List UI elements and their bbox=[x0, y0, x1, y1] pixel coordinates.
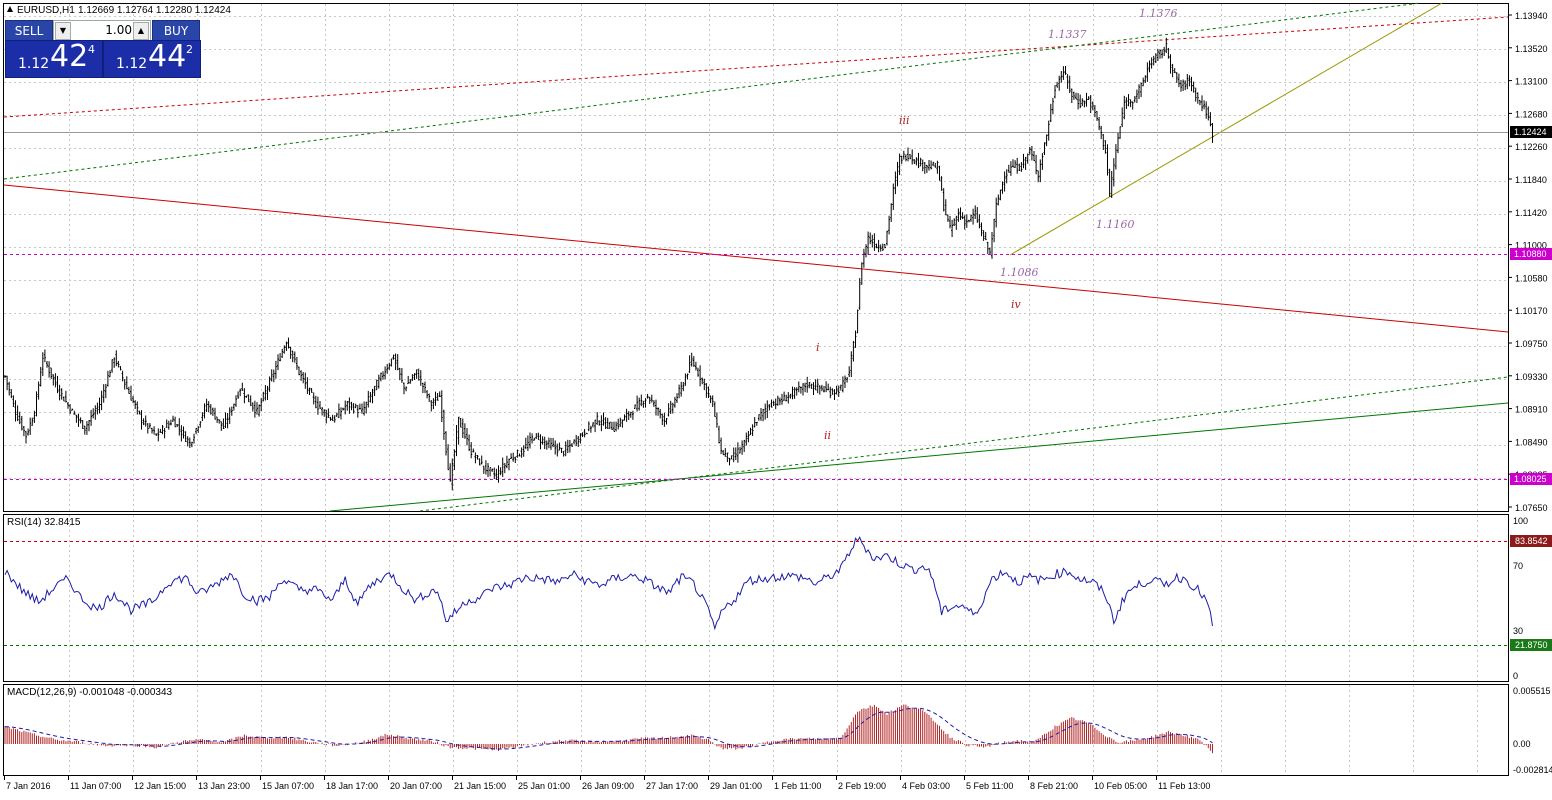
time-tick-label: 2 Feb 19:00 bbox=[838, 781, 886, 791]
buy-button[interactable]: BUY bbox=[152, 20, 200, 42]
wave-label-iv: iv bbox=[1011, 298, 1022, 311]
time-tick-label: 18 Jan 17:00 bbox=[326, 781, 378, 791]
price-series bbox=[4, 37, 1214, 491]
time-tick-label: 12 Jan 15:00 bbox=[134, 781, 186, 791]
sell-price-prefix: 1.12 bbox=[18, 56, 50, 72]
trendline-red-solid bbox=[3, 184, 1509, 333]
rsi-tick-100: 100 bbox=[1513, 516, 1528, 526]
time-tick-label: 7 Jan 2016 bbox=[6, 781, 51, 791]
chart-ohlc-label: 1.12669 1.12764 1.12280 1.12424 bbox=[78, 5, 231, 16]
collapse-triangle-icon[interactable] bbox=[7, 6, 13, 12]
macd-signal-line bbox=[5, 707, 1213, 750]
rsi-series bbox=[4, 536, 1213, 631]
time-axis: 7 Jan 2016 11 Jan 07:00 12 Jan 15:00 13 Jan… bbox=[4, 776, 1210, 791]
current-price-tag bbox=[1510, 126, 1552, 138]
price-tick-label: 1.09330 bbox=[1515, 372, 1548, 382]
buy-price-main: 44 bbox=[148, 39, 187, 74]
grid bbox=[4, 4, 1508, 775]
time-tick-label: 29 Jan 01:00 bbox=[710, 781, 762, 791]
time-tick-label: 15 Jan 07:00 bbox=[262, 781, 314, 791]
time-tick-label: 5 Feb 11:00 bbox=[966, 781, 1013, 791]
buy-price-box[interactable]: 1.12 44 2 bbox=[103, 39, 201, 78]
price-tick-label: 1.08490 bbox=[1515, 437, 1548, 447]
rsi-lower-tag bbox=[1510, 639, 1552, 651]
time-tick-label: 10 Feb 05:00 bbox=[1094, 781, 1147, 791]
time-tick-label: 11 Feb 13:00 bbox=[1158, 781, 1210, 791]
level-price-tag-2 bbox=[1510, 473, 1552, 485]
price-tick-label: 1.08910 bbox=[1515, 405, 1548, 415]
price-tick-label: 1.12680 bbox=[1515, 109, 1548, 119]
time-tick-label: 25 Jan 01:00 bbox=[518, 781, 570, 791]
macd-tick-top: 0.005515 bbox=[1513, 686, 1551, 696]
buy-price-prefix: 1.12 bbox=[116, 56, 148, 72]
volume-value[interactable]: 1.00 bbox=[105, 23, 132, 37]
rsi-title: RSI(14) 32.8415 bbox=[7, 517, 81, 528]
rsi-pane-frame bbox=[3, 514, 1509, 682]
wave-label-i: i bbox=[816, 341, 820, 354]
sell-price-box[interactable]: 1.12 42 4 bbox=[5, 39, 103, 78]
sell-price-main: 42 bbox=[50, 39, 89, 74]
price-tick-label: 1.11840 bbox=[1515, 175, 1547, 185]
time-tick-label: 8 Feb 21:00 bbox=[1030, 781, 1078, 791]
volume-down-arrow-icon[interactable]: ▼ bbox=[55, 22, 71, 40]
macd-tick-bottom: -0.002814 bbox=[1513, 765, 1552, 775]
price-tick-label: 1.12260 bbox=[1515, 142, 1548, 152]
time-tick-label: 26 Jan 09:00 bbox=[582, 781, 634, 791]
buy-price-pip: 2 bbox=[186, 43, 193, 56]
price-tick-label: 1.13940 bbox=[1515, 11, 1548, 21]
sell-button[interactable]: SELL bbox=[5, 20, 53, 42]
rsi-tick-0: 0 bbox=[1513, 671, 1518, 681]
time-tick-label: 20 Jan 07:00 bbox=[390, 781, 442, 791]
price-tick-label: 1.10580 bbox=[1515, 273, 1548, 283]
volume-up-arrow-icon[interactable]: ▲ bbox=[133, 22, 149, 40]
price-tick-label: 1.09750 bbox=[1515, 339, 1548, 349]
level-price-value-2: 1.08025 bbox=[1514, 474, 1547, 484]
time-tick-label: 1 Feb 11:00 bbox=[774, 781, 821, 791]
trendline-red-dotted bbox=[3, 16, 1509, 118]
level-price-value-1: 1.10880 bbox=[1514, 249, 1547, 259]
macd-pane-frame bbox=[3, 684, 1509, 776]
time-tick-label: 21 Jan 15:00 bbox=[454, 781, 506, 791]
price-label-3: 1.1160 bbox=[1096, 218, 1135, 231]
time-tick-label: 27 Jan 17:00 bbox=[646, 781, 698, 791]
macd-series bbox=[4, 704, 1213, 754]
rsi-upper-value: 83.8542 bbox=[1515, 536, 1548, 546]
one-click-trading-panel: SELL ▼ 1.00 ▲ BUY 1.12 42 4 1.12 44 2 bbox=[5, 20, 201, 78]
price-tick-label: 1.13520 bbox=[1515, 44, 1548, 54]
trendline-green-solid bbox=[329, 402, 1509, 512]
macd-title: MACD(12,26,9) -0.001048 -0.000343 bbox=[7, 687, 173, 698]
main-pane-frame bbox=[3, 3, 1509, 512]
rsi-tick-30: 30 bbox=[1513, 626, 1523, 636]
time-tick-label: 11 Jan 07:00 bbox=[70, 781, 121, 791]
rsi-tick-70: 70 bbox=[1513, 561, 1523, 571]
time-tick-label: 4 Feb 03:00 bbox=[902, 781, 950, 791]
current-price-value: 1.12424 bbox=[1514, 127, 1547, 137]
time-tick-label: 13 Jan 23:00 bbox=[198, 781, 250, 791]
price-label-1: 1.1337 bbox=[1048, 28, 1087, 41]
price-tick-label: 1.07650 bbox=[1515, 503, 1548, 513]
wave-label-ii: ii bbox=[824, 429, 831, 442]
sell-price-pip: 4 bbox=[88, 43, 95, 56]
price-axis: 1.13940 1.13520 1.13100 1.12680 1.12260 1.118… bbox=[1508, 11, 1548, 513]
price-tick-label: 1.10170 bbox=[1515, 306, 1548, 316]
price-label-2: 1.1376 bbox=[1139, 7, 1178, 20]
rsi-lower-value: 21.8750 bbox=[1515, 640, 1548, 650]
macd-tick-zero: 0.00 bbox=[1513, 739, 1531, 749]
price-tick-label: 1.11000 bbox=[1515, 241, 1547, 251]
price-tick-label: 1.13100 bbox=[1515, 77, 1548, 87]
trendline-green-dotted-lower bbox=[419, 376, 1509, 512]
level-price-tag-1 bbox=[1510, 248, 1552, 260]
price-tick-label: 1.11420 bbox=[1515, 208, 1547, 218]
trendline-green-dotted-upper bbox=[3, 2, 1421, 180]
rsi-upper-tag bbox=[1510, 535, 1552, 547]
wave-label-iii: iii bbox=[899, 114, 910, 127]
price-label-4: 1.1086 bbox=[1000, 266, 1039, 279]
volume-stepper[interactable]: ▼ 1.00 ▲ bbox=[53, 20, 151, 42]
rsi-line bbox=[4, 536, 1213, 631]
chart-symbol-label: EURUSD,H1 bbox=[17, 5, 75, 16]
trendline-olive bbox=[1009, 2, 1443, 256]
